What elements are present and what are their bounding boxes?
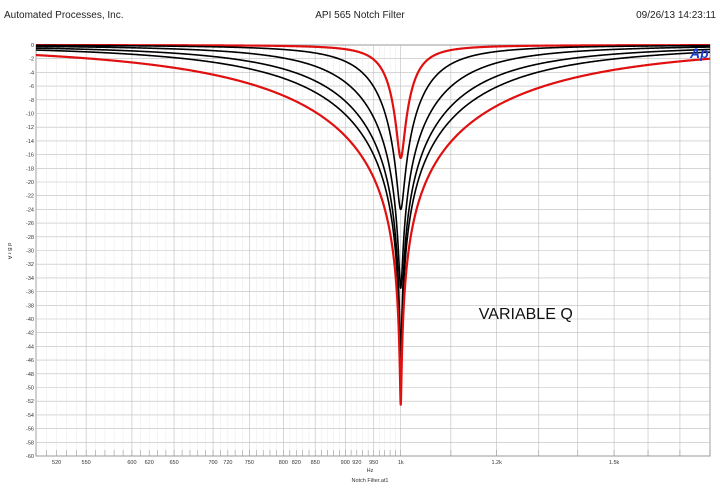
y-tick-label: -38 <box>26 303 34 309</box>
x-tick-label: 800 <box>279 460 288 466</box>
y-tick-label: -8 <box>29 98 34 104</box>
y-tick-label: -14 <box>26 139 34 145</box>
chart-title: API 565 Notch Filter <box>315 10 405 21</box>
y-tick-label: -10 <box>26 112 34 118</box>
response-curve-6 <box>35 53 711 406</box>
x-tick-label: 900 <box>341 460 350 466</box>
x-tick-label: 550 <box>82 460 91 466</box>
y-tick-label: -4 <box>29 70 34 76</box>
y-tick-label: -16 <box>26 153 34 159</box>
response-curve-1 <box>35 43 711 160</box>
y-tick-label: -32 <box>26 262 34 268</box>
y-tick-label: -18 <box>26 166 34 172</box>
x-tick-label: 1.5k <box>609 460 620 466</box>
x-axis-label: Hz <box>367 468 374 474</box>
timestamp: 09/26/13 14:23:11 <box>636 10 716 21</box>
x-tick-label: 620 <box>145 460 154 466</box>
y-tick-label: -48 <box>26 372 34 378</box>
y-tick-label: -30 <box>26 249 34 255</box>
y-tick-label: -54 <box>26 413 34 419</box>
x-tick-label: 520 <box>52 460 61 466</box>
x-tick-label: 920 <box>352 460 361 466</box>
response-curves <box>35 43 711 406</box>
y-tick-label: -52 <box>26 399 34 405</box>
x-tick-label: 950 <box>369 460 378 466</box>
x-axis-sublabel: Notch Filter.at1 <box>352 478 389 484</box>
x-tick-label: 650 <box>169 460 178 466</box>
x-tick-label: 1k <box>398 460 404 466</box>
x-tick-label: 820 <box>292 460 301 466</box>
x-axis-ticks: 520 550 600 620 650 700 720 750 800 820 850 900 920 9… <box>52 460 619 466</box>
y-tick-label: -36 <box>26 290 34 296</box>
y-tick-label: -6 <box>29 84 34 90</box>
x-tick-label: 720 <box>223 460 232 466</box>
y-tick-label: -50 <box>26 386 34 392</box>
y-tick-label: -58 <box>26 440 34 446</box>
y-tick-label: -2 <box>29 57 34 63</box>
response-curve-2 <box>35 44 711 211</box>
x-tick-label: 600 <box>127 460 136 466</box>
x-tick-label: 700 <box>208 460 217 466</box>
response-curve-3 <box>35 45 711 289</box>
y-tick-label: -22 <box>26 194 34 200</box>
y-tick-label: -42 <box>26 331 34 337</box>
y-tick-label: -44 <box>26 344 34 350</box>
y-tick-label: -56 <box>26 427 34 433</box>
y-tick-label: -46 <box>26 358 34 364</box>
variable-q-annotation: VARIABLE Q <box>479 306 573 323</box>
y-tick-label: -24 <box>26 207 34 213</box>
y-tick-label: -34 <box>26 276 34 282</box>
company-name: Automated Processes, Inc. <box>4 10 124 21</box>
x-tick-label: 850 <box>311 460 320 466</box>
ap-logo: Ap <box>689 45 709 61</box>
y-axis-ticks: 0 -2 -4 -6 -8 -10 -12 -14 -16 -18 -20 -22 -24 -26 -28 -… <box>26 43 34 460</box>
y-axis-label: d B r A <box>6 243 12 260</box>
x-tick-label: 750 <box>245 460 254 466</box>
x-tick-label: 1.2k <box>491 460 502 466</box>
y-tick-label: -26 <box>26 221 34 227</box>
y-tick-label: -40 <box>26 317 34 323</box>
y-tick-label: 0 <box>31 43 34 49</box>
y-tick-label: -60 <box>26 454 34 460</box>
y-tick-label: -28 <box>26 235 34 241</box>
y-tick-label: -20 <box>26 180 34 186</box>
y-tick-label: -12 <box>26 125 34 131</box>
